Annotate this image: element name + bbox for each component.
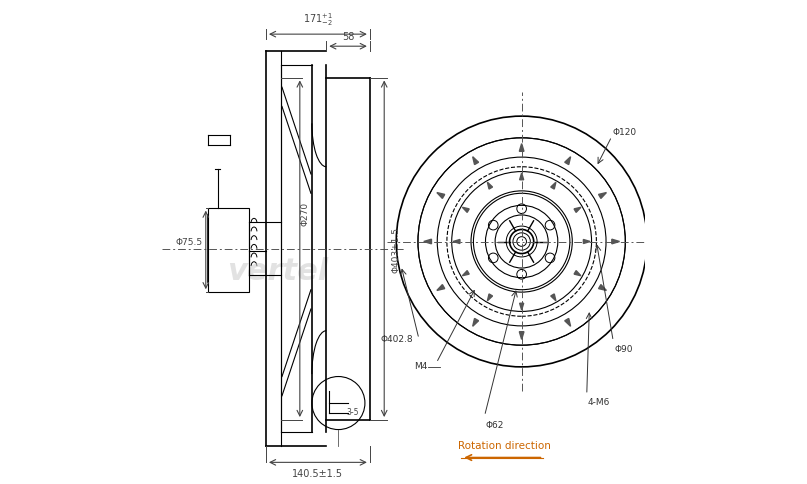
Polygon shape bbox=[487, 183, 492, 190]
Polygon shape bbox=[520, 303, 524, 310]
Polygon shape bbox=[565, 157, 571, 165]
Polygon shape bbox=[424, 240, 432, 244]
Polygon shape bbox=[612, 240, 620, 244]
Polygon shape bbox=[454, 240, 460, 244]
Text: Φ403±1.5: Φ403±1.5 bbox=[391, 226, 400, 272]
Text: 140.5±1.5: 140.5±1.5 bbox=[292, 468, 343, 478]
Text: Rotation direction: Rotation direction bbox=[458, 440, 551, 450]
Text: Φ402.8: Φ402.8 bbox=[381, 335, 413, 344]
Polygon shape bbox=[565, 319, 571, 327]
Bar bbox=[208, 208, 249, 292]
Polygon shape bbox=[487, 294, 492, 301]
Polygon shape bbox=[550, 183, 556, 190]
Polygon shape bbox=[437, 193, 445, 199]
Polygon shape bbox=[473, 319, 479, 327]
Text: 4-M6: 4-M6 bbox=[587, 397, 610, 406]
Text: 58: 58 bbox=[342, 32, 354, 42]
Text: Φ75.5: Φ75.5 bbox=[175, 238, 203, 246]
Text: Φ62: Φ62 bbox=[486, 420, 504, 429]
Polygon shape bbox=[520, 174, 524, 181]
Polygon shape bbox=[437, 285, 445, 291]
Polygon shape bbox=[520, 144, 524, 152]
Text: $171^{+1}_{-2}$: $171^{+1}_{-2}$ bbox=[303, 11, 332, 28]
Polygon shape bbox=[583, 240, 590, 244]
Polygon shape bbox=[574, 208, 581, 213]
Polygon shape bbox=[520, 332, 524, 340]
Text: Φ90: Φ90 bbox=[614, 344, 633, 353]
Text: Φ120: Φ120 bbox=[613, 128, 637, 137]
Text: M4: M4 bbox=[414, 361, 428, 370]
Polygon shape bbox=[462, 208, 469, 213]
Polygon shape bbox=[574, 271, 581, 276]
Polygon shape bbox=[599, 285, 606, 291]
Polygon shape bbox=[599, 193, 606, 199]
Polygon shape bbox=[473, 157, 479, 165]
Polygon shape bbox=[550, 294, 556, 301]
Text: Φ270: Φ270 bbox=[300, 201, 309, 225]
Polygon shape bbox=[462, 271, 469, 276]
Text: vertel: vertel bbox=[228, 257, 328, 286]
Text: 3-5: 3-5 bbox=[346, 407, 359, 416]
